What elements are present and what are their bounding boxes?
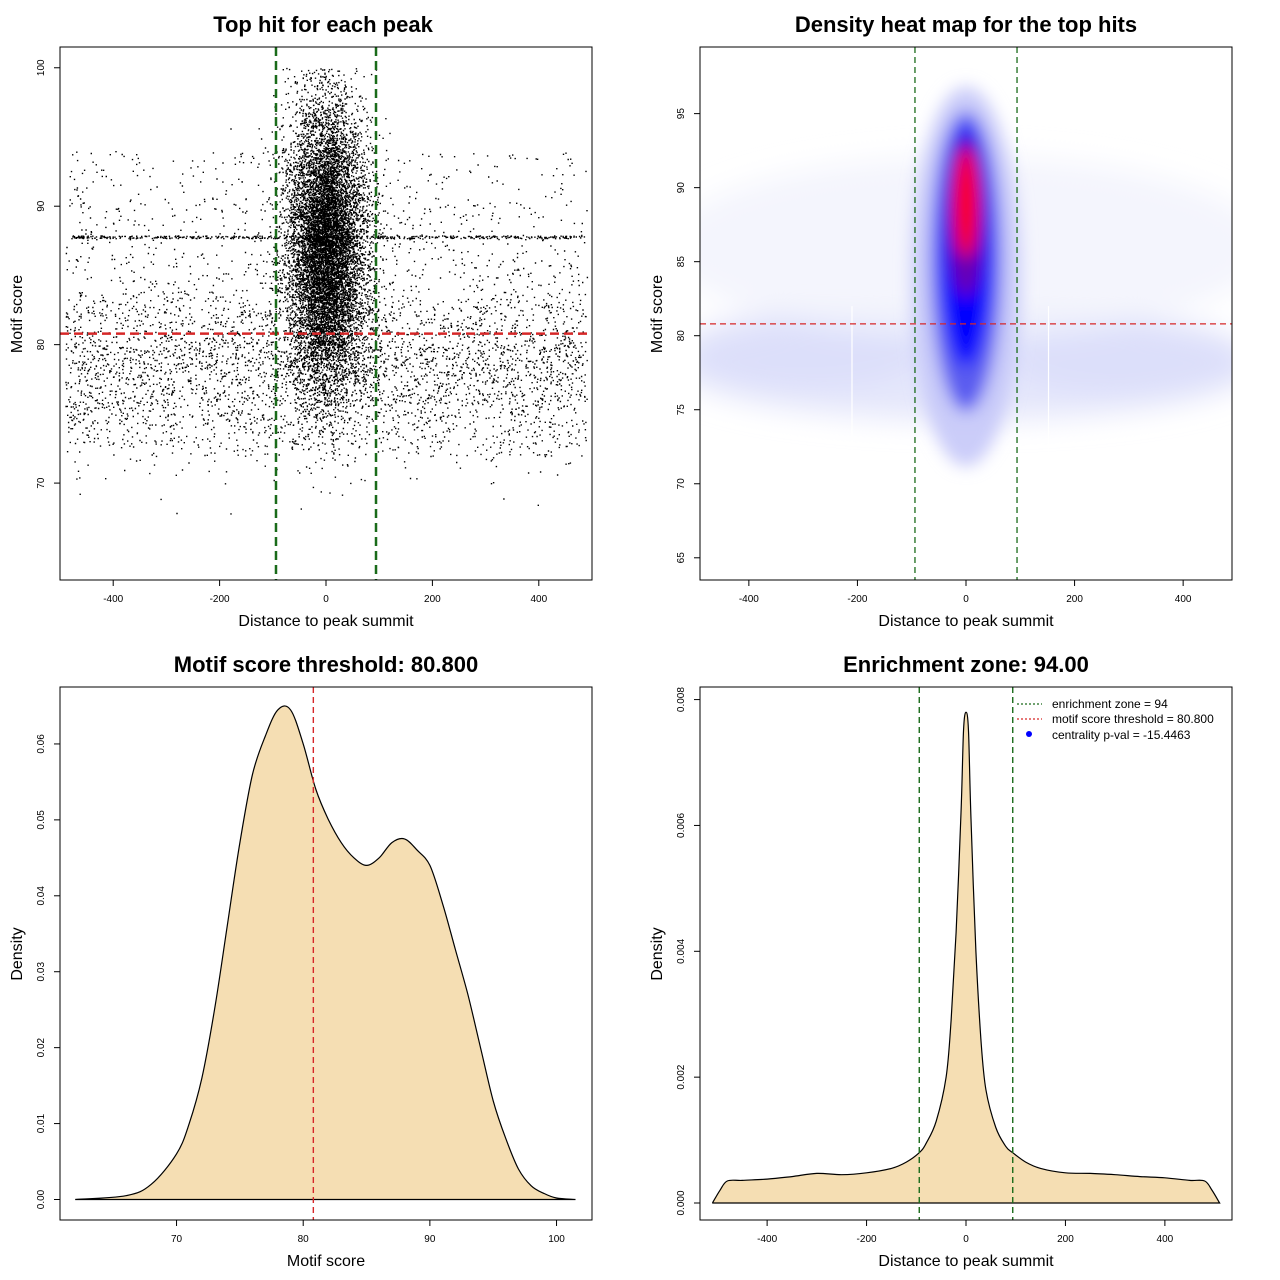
heatmap-reference-lines (700, 47, 1232, 580)
scatter-x-axis-label: Distance to peak summit (238, 613, 414, 630)
heatmap-title: Density heat map for the top hits (795, 12, 1137, 37)
scatter-axes: -400 -200 0 200 400 70 80 90 100 (36, 59, 548, 605)
scatter-y-tick-label: 70 (36, 477, 47, 489)
score-density-title: Motif score threshold: 80.800 (174, 652, 478, 677)
distance-density-y-tick-label: 0.000 (676, 1190, 687, 1215)
heatmap-y-tick-label: 80 (676, 330, 687, 342)
distance-density-x-tick-label: 200 (1057, 1234, 1074, 1245)
score-density-y-tick-label: 0.05 (36, 810, 47, 830)
scatter-y-tick-label: 90 (36, 200, 47, 212)
scatter-points (65, 67, 589, 515)
scatter-y-tick-label: 80 (36, 339, 47, 351)
legend-pval-dot (1026, 731, 1032, 737)
heatmap-panel: Density heat map for the top hits -400 -2… (649, 12, 1233, 630)
score-density-axes: 70 80 90 100 0.00 0.01 0.02 0.03 0.04 0.05 0.06 (36, 734, 565, 1245)
distance-density-title: Enrichment zone: 94.00 (843, 652, 1089, 677)
score-density-x-axis-label: Motif score (287, 1253, 365, 1270)
distance-density-axes: -400 -200 0 200 400 0.000 0.002 0.004 0.006 0.008 (676, 687, 1174, 1245)
heatmap-y-axis-label: Motif score (649, 275, 666, 353)
heatmap-x-tick-label: 200 (1066, 594, 1083, 605)
score-density-x-tick-label: 80 (298, 1234, 310, 1245)
distance-density-panel: Enrichment zone: 94.00 -400 -200 0 200 400 0.… (649, 652, 1233, 1270)
distance-density-y-tick-label: 0.008 (676, 687, 687, 712)
heatmap-y-tick-label: 65 (676, 552, 687, 564)
distance-density-area (711, 711, 1221, 1204)
score-density-panel: Motif score threshold: 80.800 70 80 90 100 0… (9, 652, 593, 1270)
score-density-x-tick-label: 70 (171, 1234, 183, 1245)
scatter-panel: Top hit for each peak -400 -200 0 200 400 70 8… (9, 12, 593, 630)
distance-density-y-axis-label: Density (649, 927, 666, 980)
legend: enrichment zone = 94 motif score thresho… (1017, 697, 1214, 742)
score-density-y-tick-label: 0.01 (36, 1113, 47, 1133)
scatter-x-tick-label: 200 (424, 594, 441, 605)
score-density-plot-frame (59, 686, 593, 1221)
heatmap-core (911, 86, 1021, 467)
scatter-x-tick-label: 0 (323, 594, 329, 605)
distance-density-y-tick-label: 0.004 (676, 938, 687, 963)
legend-pval-label: centrality p-val = -15.4463 (1052, 728, 1191, 742)
heatmap-y-tick-label: 85 (676, 256, 687, 268)
legend-threshold-label: motif score threshold = 80.800 (1052, 712, 1214, 726)
heatmap-y-tick-label: 70 (676, 478, 687, 490)
heatmap-axes: -400 -200 0 200 400 65 70 75 80 85 90 95 (676, 108, 1192, 605)
scatter-x-tick-label: -200 (210, 594, 230, 605)
scatter-title: Top hit for each peak (213, 12, 433, 37)
distance-density-x-tick-label: 400 (1157, 1234, 1174, 1245)
distance-density-x-tick-label: 0 (963, 1234, 969, 1245)
distance-density-y-tick-label: 0.006 (676, 812, 687, 837)
score-density-area (75, 705, 576, 1201)
heatmap-x-tick-label: -400 (739, 594, 759, 605)
score-density-y-tick-label: 0.00 (36, 1189, 47, 1209)
heatmap-x-tick-label: 400 (1175, 594, 1192, 605)
distance-density-x-tick-label: -400 (757, 1234, 777, 1245)
heatmap-x-tick-label: -200 (847, 594, 867, 605)
scatter-x-tick-label: 400 (530, 594, 547, 605)
scatter-y-axis-label: Motif score (9, 275, 26, 353)
heatmap-y-tick-label: 95 (676, 108, 687, 120)
heatmap-density-field (700, 47, 1232, 580)
distance-density-reference-lines (918, 687, 1014, 1220)
heatmap-x-tick-label: 0 (963, 594, 969, 605)
score-density-y-tick-label: 0.03 (36, 962, 47, 982)
score-density-x-tick-label: 100 (548, 1234, 565, 1245)
score-density-y-axis-label: Density (9, 927, 26, 980)
distance-density-x-axis-label: Distance to peak summit (878, 1253, 1054, 1270)
scatter-point-cloud (65, 67, 589, 515)
score-density-y-tick-label: 0.04 (36, 886, 47, 906)
score-density-y-tick-label: 0.02 (36, 1037, 47, 1057)
distance-density-x-tick-label: -200 (857, 1234, 877, 1245)
distance-density-y-tick-label: 0.002 (676, 1064, 687, 1089)
heatmap-x-axis-label: Distance to peak summit (878, 613, 1054, 630)
scatter-x-tick-label: -400 (103, 594, 123, 605)
score-density-x-tick-label: 90 (424, 1234, 436, 1245)
scatter-y-tick-label: 100 (36, 59, 47, 76)
legend-zone-label: enrichment zone = 94 (1052, 697, 1168, 711)
heatmap-field (700, 86, 1232, 467)
score-density-y-tick-label: 0.06 (36, 734, 47, 754)
scatter-reference-lines (60, 47, 592, 580)
heatmap-y-tick-label: 75 (676, 404, 687, 416)
heatmap-y-tick-label: 90 (676, 182, 687, 194)
